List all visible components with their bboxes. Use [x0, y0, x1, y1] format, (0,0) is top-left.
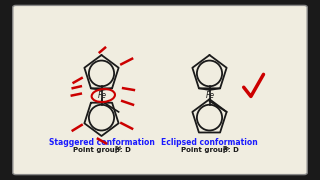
Text: Point group: D: Point group: D [180, 147, 238, 153]
Text: Eclipsed conformation: Eclipsed conformation [161, 138, 258, 147]
Text: Fe: Fe [98, 91, 107, 100]
Text: 5d: 5d [115, 146, 121, 151]
Text: Staggered conformation: Staggered conformation [49, 138, 155, 147]
Text: Point group: D: Point group: D [73, 147, 131, 153]
Text: 5h: 5h [222, 146, 229, 151]
Text: Fe: Fe [206, 91, 215, 100]
